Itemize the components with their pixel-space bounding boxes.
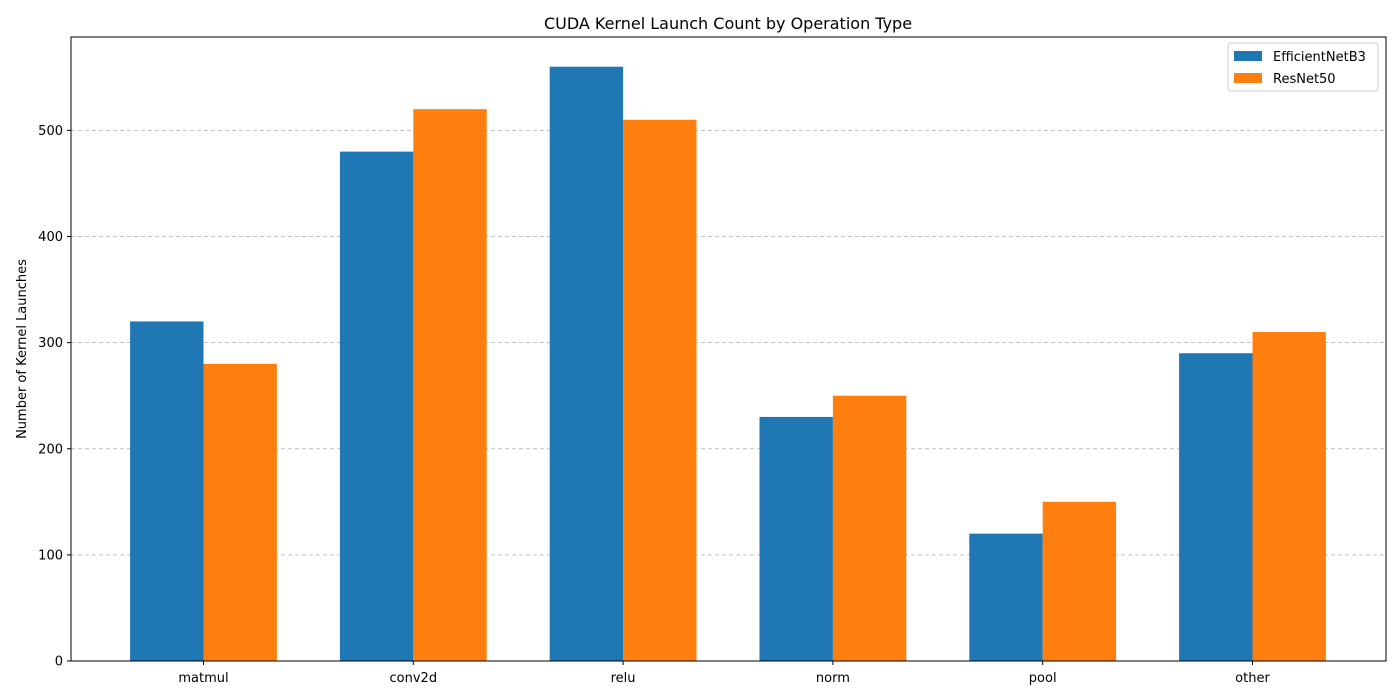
bar-efficientnetb3-matmul xyxy=(130,321,204,661)
y-tick-label: 300 xyxy=(38,336,63,351)
legend-swatch-resnet50 xyxy=(1234,73,1262,83)
bar-resnet50-norm xyxy=(832,395,907,661)
legend-box xyxy=(1227,42,1379,92)
grid-lines xyxy=(71,129,1386,556)
chart-title: CUDA Kernel Launch Count by Operation Ty… xyxy=(544,14,912,33)
bar-resnet50-pool xyxy=(1042,501,1117,661)
x-tick-label-norm: norm xyxy=(816,671,850,686)
y-axis-label: Number of Kernel Launches xyxy=(15,259,30,439)
axes xyxy=(70,36,1387,662)
y-tick-label: 200 xyxy=(38,442,63,457)
plot-frame xyxy=(70,36,1387,662)
bars xyxy=(130,66,1326,661)
bar-resnet50-relu xyxy=(623,119,697,661)
ticks: 0 100 200 300 400 500 matmul conv2d relu norm pool… xyxy=(38,124,1270,686)
x-tick-label-conv2d: conv2d xyxy=(390,671,438,686)
legend-swatch-efficientnetb3 xyxy=(1234,51,1262,61)
bar-efficientnetb3-conv2d xyxy=(339,151,414,661)
legend-label-efficientnetb3: EfficientNetB3 xyxy=(1273,50,1366,65)
bar-efficientnetb3-pool xyxy=(969,533,1043,661)
y-tick-label: 0 xyxy=(55,655,63,670)
x-tick-label-matmul: matmul xyxy=(178,671,228,686)
legend-label-resnet50: ResNet50 xyxy=(1273,72,1336,87)
bar-resnet50-conv2d xyxy=(413,109,487,661)
x-tick-label-other: other xyxy=(1235,671,1270,686)
legend: EfficientNetB3 ResNet50 xyxy=(1227,42,1379,92)
x-tick-label-pool: pool xyxy=(1029,671,1057,686)
y-tick-label: 100 xyxy=(38,548,63,563)
bar-resnet50-other xyxy=(1252,332,1326,661)
bar-efficientnetb3-relu xyxy=(549,66,624,661)
bar-resnet50-matmul xyxy=(203,363,277,661)
bar-efficientnetb3-norm xyxy=(759,416,833,661)
y-tick-label: 400 xyxy=(38,230,63,245)
bar-efficientnetb3-other xyxy=(1179,353,1253,661)
y-tick-label: 500 xyxy=(38,124,63,139)
x-tick-label-relu: relu xyxy=(611,671,636,686)
